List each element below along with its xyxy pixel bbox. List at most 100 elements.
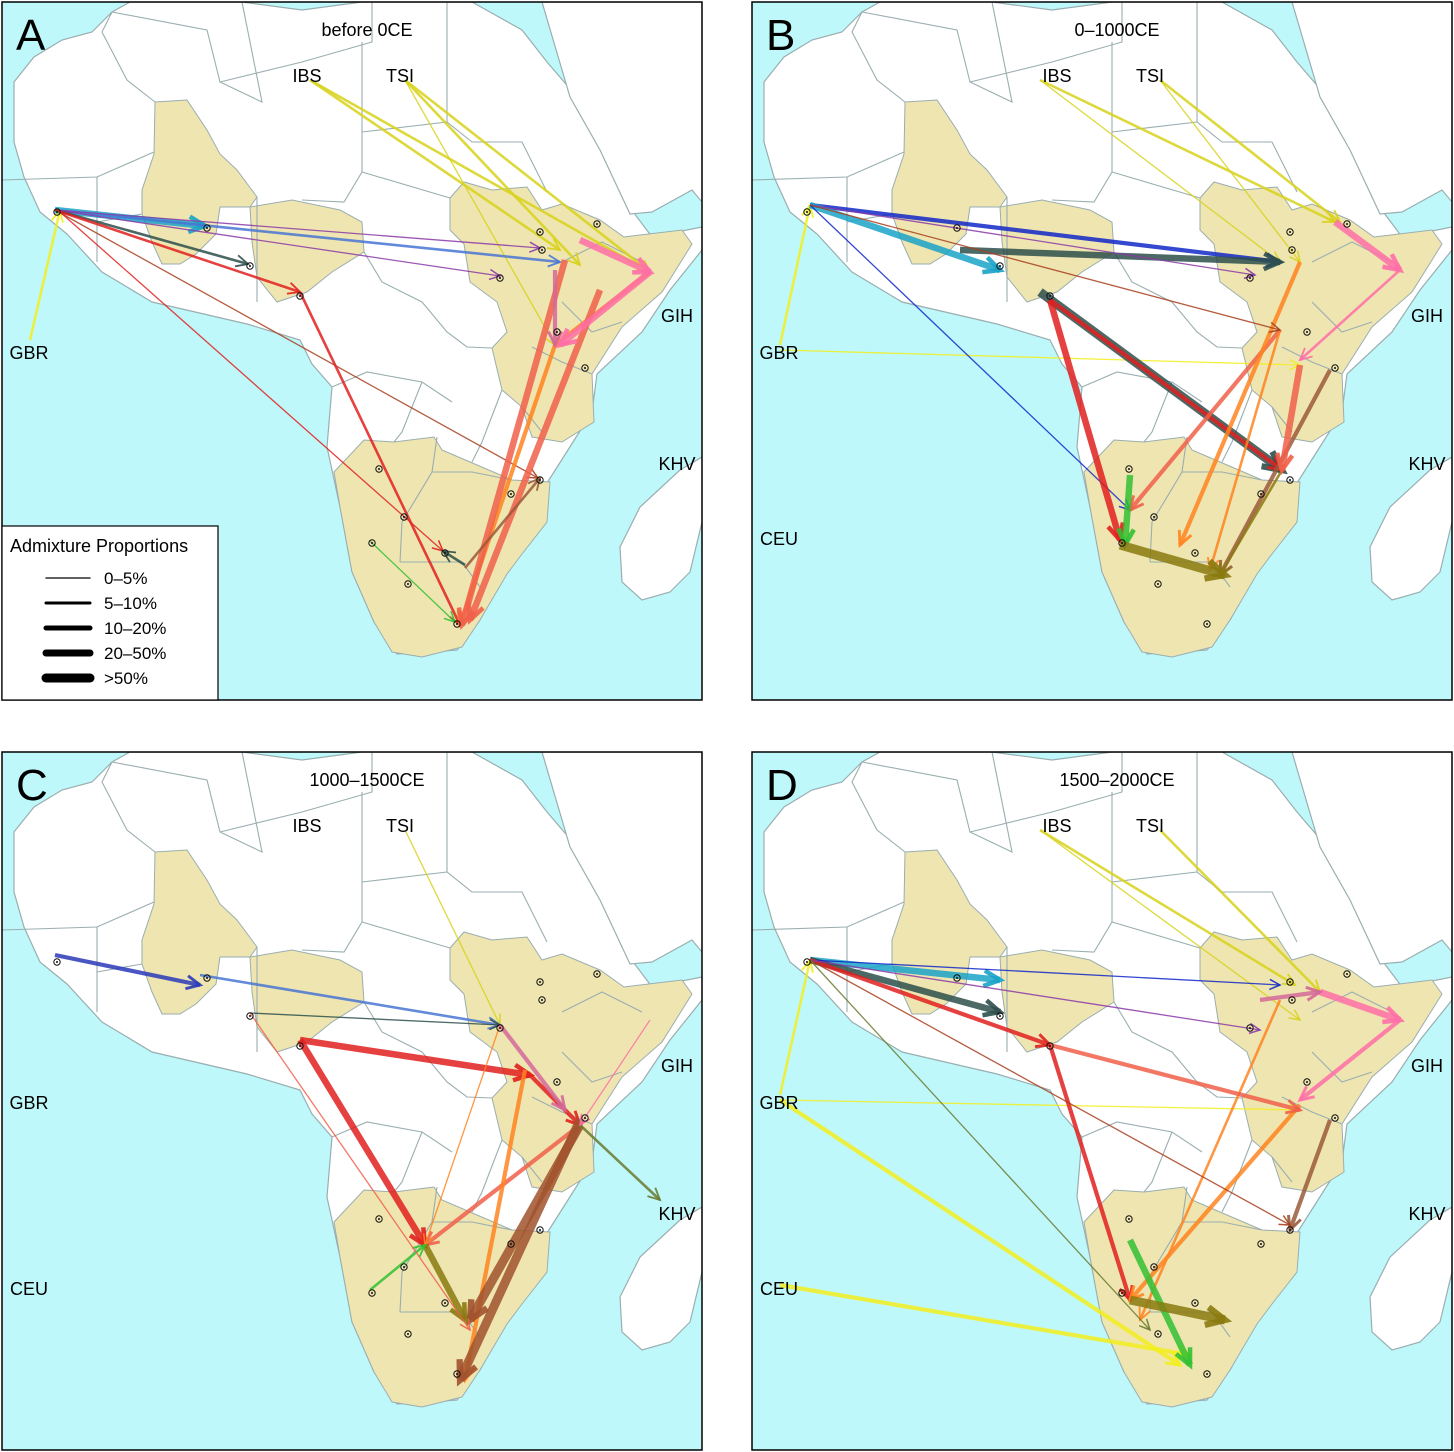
- flow-arrowhead: [1268, 321, 1282, 333]
- sample-node: [1150, 513, 1158, 521]
- admixture-flow: [809, 958, 1051, 1047]
- legend-item-label: 5–10%: [104, 594, 157, 613]
- country-border: [361, 871, 448, 883]
- flow-arrowhead: [1269, 978, 1282, 991]
- country-border: [219, 2, 373, 83]
- admixture-flow: [298, 291, 462, 626]
- sample-node: [404, 580, 412, 588]
- admixture-flow: [28, 209, 62, 341]
- country-border: [1196, 2, 1298, 193]
- sampled-region: [249, 199, 365, 303]
- admixture-flow: [809, 956, 1001, 1016]
- sample-node: [1150, 1263, 1158, 1271]
- admixture-flow: [498, 1023, 567, 1112]
- sample-node-dot: [371, 542, 373, 544]
- admixture-flow: [54, 208, 249, 266]
- country-border: [1111, 121, 1198, 133]
- admixture-flow: [309, 78, 651, 274]
- sample-node-dot: [1049, 1045, 1051, 1047]
- admixture-flow: [1259, 989, 1321, 1003]
- flow-arrowhead: [456, 1359, 479, 1387]
- legend-title: Admixture Proportions: [10, 536, 188, 556]
- sampled-region: [1083, 436, 1301, 658]
- sampled-region: [249, 949, 365, 1053]
- admixture-flow: [779, 349, 1301, 366]
- country-border: [219, 752, 373, 833]
- panel-letter: B: [766, 11, 795, 60]
- admixture-flow: [557, 269, 653, 348]
- sample-node: [593, 970, 601, 978]
- sample-node-dot: [539, 479, 541, 481]
- sample-node: [1257, 490, 1265, 498]
- sample-node-dot: [584, 367, 586, 369]
- reference-label-gih: GIH: [1411, 306, 1443, 326]
- sample-node-dot: [1346, 223, 1348, 225]
- country-border: [1149, 436, 1188, 563]
- admixture-flow: [579, 1019, 651, 1126]
- sample-node-dot: [999, 265, 1001, 267]
- sample-node-dot: [1306, 331, 1308, 333]
- sample-node-dot: [249, 265, 251, 267]
- admixture-flow: [809, 959, 1281, 986]
- flow-arrowhead: [1203, 558, 1232, 582]
- legend-item-label: 10–20%: [104, 619, 166, 638]
- country-border: [969, 752, 1123, 833]
- reference-label-tsi: TSI: [386, 66, 414, 86]
- sample-node-dot: [596, 223, 598, 225]
- country-border: [1271, 1156, 1293, 1183]
- sampled-region: [1083, 1186, 1301, 1408]
- sample-node: [507, 1240, 515, 1248]
- reference-label-ceu: CEU: [760, 1279, 798, 1299]
- sample-node-dot: [596, 973, 598, 975]
- sample-node-dot: [539, 981, 541, 983]
- sample-node: [453, 620, 461, 628]
- sample-node: [368, 1289, 376, 1297]
- sample-node: [1288, 246, 1296, 254]
- country-border: [561, 1051, 623, 1083]
- sample-node-dot: [378, 1218, 380, 1220]
- sample-node-dot: [403, 516, 405, 518]
- admixture-flow: [1318, 988, 1402, 1024]
- period-title: 0–1000CE: [1074, 20, 1159, 40]
- country-border: [361, 921, 451, 949]
- reference-label-khv: KHV: [658, 454, 695, 474]
- admixture-flow: [809, 204, 1281, 331]
- sample-node-dot: [1291, 999, 1293, 1001]
- period-title: 1000–1500CE: [309, 770, 424, 790]
- flow-arrowhead: [1305, 985, 1324, 1002]
- sample-node-dot: [206, 227, 208, 229]
- reference-label-ibs: IBS: [292, 816, 321, 836]
- reference-label-gih: GIH: [661, 1056, 693, 1076]
- country-border: [969, 2, 1123, 83]
- sample-node-dot: [1157, 1333, 1159, 1335]
- sample-node-dot: [456, 1373, 458, 1375]
- admixture-flow: [404, 829, 501, 1026]
- sample-node: [1154, 580, 1162, 588]
- sample-node-dot: [299, 295, 301, 297]
- country-border: [363, 1001, 493, 1099]
- sampled-region: [141, 849, 258, 1015]
- flow-arrowhead: [1138, 1318, 1152, 1332]
- sample-node: [536, 228, 544, 236]
- admixture-flow: [778, 1098, 1182, 1367]
- flow-arrowhead: [527, 476, 542, 491]
- arabia-landmass: [541, 752, 702, 965]
- sample-node-dot: [539, 1229, 541, 1231]
- country-border: [393, 381, 423, 443]
- arabia-landmass: [1291, 752, 1452, 965]
- reference-label-khv: KHV: [1408, 1204, 1445, 1224]
- sample-node: [53, 208, 61, 216]
- sample-node: [400, 513, 408, 521]
- admixture-flow: [809, 959, 1151, 1331]
- sample-node: [1125, 465, 1133, 473]
- sample-node-dot: [407, 583, 409, 585]
- admixture-flow: [462, 1069, 528, 1381]
- country-border: [432, 1221, 513, 1231]
- country-border: [561, 301, 623, 333]
- flow-arrowhead: [547, 330, 563, 349]
- admixture-flow: [422, 1243, 468, 1322]
- sample-node: [368, 539, 376, 547]
- country-border: [1221, 389, 1253, 463]
- madagascar-landmass: [619, 1206, 702, 1351]
